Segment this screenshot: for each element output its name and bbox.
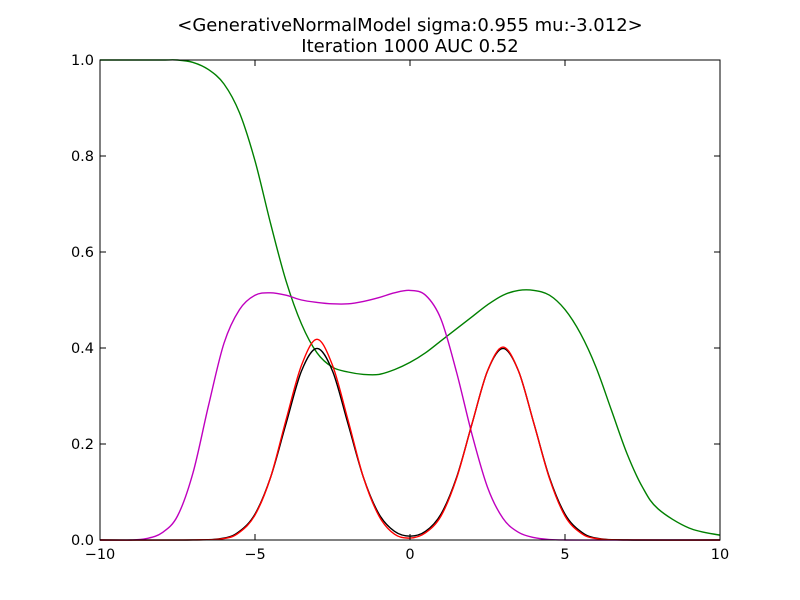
y-tick-label: 0.0 [71,533,94,549]
x-tick-label: −5 [244,547,265,563]
chart-title: <GenerativeNormalModel sigma:0.955 mu:-3… [177,15,643,36]
series-line-0 [100,59,721,536]
x-tick-label: 10 [711,547,729,563]
y-tick-label: 0.2 [71,437,94,453]
series-line-3 [99,338,721,541]
series-line-2 [99,347,721,541]
y-tick-label: 1.0 [71,53,94,69]
series-layer [99,59,721,541]
y-tick-label: 0.4 [71,341,94,357]
y-tick-label: 0.8 [71,149,94,165]
axes-frame [99,59,721,541]
x-tick-label: 5 [560,547,569,563]
series-line-1 [99,289,720,541]
chart-subtitle: Iteration 1000 AUC 0.52 [301,36,518,57]
ticks-layer: −10 −5 0 5 10 0.0 0.2 0.4 0.6 0.8 1.0 [71,53,729,563]
x-tick-label: 0 [405,547,414,563]
x-tick-label: −10 [85,547,116,563]
y-tick-label: 0.6 [71,245,94,261]
